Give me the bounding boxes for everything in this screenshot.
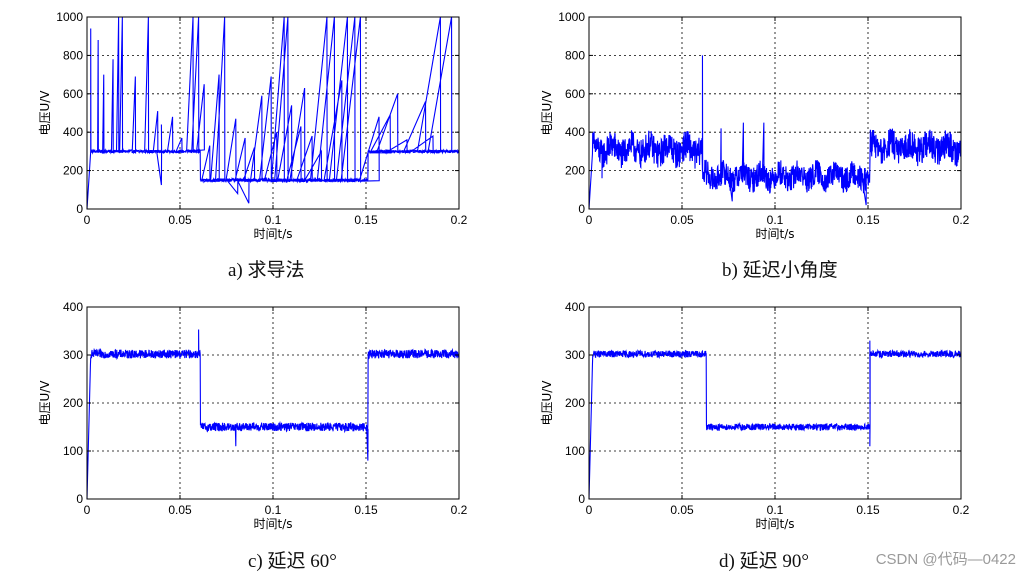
- x-axis-label: 时间t/s: [253, 517, 292, 531]
- y-tick-label: 0: [76, 202, 83, 216]
- chart-svg: 0 0.05 0.1 0.15 0.2 0 100 200 300 400 时间t/s 电压U/V: [38, 300, 468, 531]
- chart-panel-b: 0 0.05 0.1 0.15 0.2 0 200 400 600 800 1000 时间t/s 电压U…: [522, 6, 1002, 256]
- x-tick-label: 0.2: [953, 503, 970, 517]
- x-axis-label: 时间t/s: [755, 517, 794, 531]
- x-tick-label: 0.2: [451, 503, 468, 517]
- x-tick-label: 0.1: [265, 213, 282, 227]
- y-tick-label: 200: [565, 396, 585, 410]
- x-tick-label: 0.05: [168, 213, 192, 227]
- x-tick-label: 0.1: [265, 503, 282, 517]
- y-tick-label: 400: [63, 125, 83, 139]
- y-axis-label: 电压U/V: [540, 90, 554, 136]
- y-tick-label: 400: [63, 300, 83, 314]
- x-tick-label: 0.1: [767, 213, 784, 227]
- x-tick-label: 0.05: [670, 503, 694, 517]
- chart-panel-a: 0 0.05 0.1 0.15 0.2 0 200 400 600 800 1000 时间t/s 电压U…: [20, 6, 500, 256]
- chart-panel-c: 0 0.05 0.1 0.15 0.2 0 100 200 300 400 时间t/s 电压U/V: [20, 296, 500, 546]
- y-tick-label: 0: [578, 492, 585, 506]
- x-tick-label: 0.2: [953, 213, 970, 227]
- y-tick-label: 400: [565, 125, 585, 139]
- caption-b: b) 延迟小角度: [722, 260, 838, 281]
- caption-c: c) 延迟 60°: [248, 551, 337, 572]
- x-tick-label: 0.15: [856, 213, 880, 227]
- y-tick-label: 600: [565, 87, 585, 101]
- y-axis-label: 电压U/V: [38, 90, 52, 136]
- watermark: CSDN @代码—0422: [875, 551, 1016, 568]
- y-axis-label: 电压U/V: [38, 380, 52, 426]
- series-line: [86, 16, 460, 210]
- y-tick-label: 200: [63, 396, 83, 410]
- y-tick-label: 0: [76, 492, 83, 506]
- chart-svg: 0 0.05 0.1 0.15 0.2 0 100 200 300 400 时间t/s 电压U/V: [540, 300, 970, 531]
- x-tick-label: 0.1: [767, 503, 784, 517]
- x-tick-label: 0: [586, 503, 593, 517]
- y-tick-label: 200: [565, 164, 585, 178]
- x-axis-label: 时间t/s: [253, 227, 292, 241]
- y-tick-label: 100: [565, 444, 585, 458]
- y-tick-label: 100: [63, 444, 83, 458]
- y-tick-label: 0: [578, 202, 585, 216]
- x-tick-label: 0: [586, 213, 593, 227]
- x-tick-label: 0.15: [354, 213, 378, 227]
- series-line: [588, 340, 962, 500]
- chart-panel-d: 0 0.05 0.1 0.15 0.2 0 100 200 300 400 时间t/s 电压U/V: [522, 296, 1002, 546]
- y-tick-label: 400: [565, 300, 585, 314]
- x-tick-label: 0.15: [354, 503, 378, 517]
- x-tick-label: 0.2: [451, 213, 468, 227]
- y-tick-label: 300: [63, 348, 83, 362]
- chart-svg: 0 0.05 0.1 0.15 0.2 0 200 400 600 800 1000 时间t/s 电压U…: [540, 10, 970, 241]
- y-tick-label: 300: [565, 348, 585, 362]
- series-line: [86, 329, 460, 500]
- y-tick-label: 800: [63, 48, 83, 62]
- y-axis-label: 电压U/V: [540, 380, 554, 426]
- y-tick-label: 600: [63, 87, 83, 101]
- caption-a: a) 求导法: [228, 260, 305, 281]
- y-tick-label: 800: [565, 48, 585, 62]
- chart-svg: 0 0.05 0.1 0.15 0.2 0 200 400 600 800 1000 时间t/s 电压U…: [38, 10, 468, 241]
- x-tick-label: 0: [84, 503, 91, 517]
- x-axis-label: 时间t/s: [755, 227, 794, 241]
- caption-d: d) 延迟 90°: [719, 551, 809, 572]
- series-line: [588, 55, 962, 210]
- y-tick-label: 1000: [558, 10, 585, 24]
- y-tick-label: 200: [63, 164, 83, 178]
- x-tick-label: 0.15: [856, 503, 880, 517]
- x-tick-label: 0.05: [670, 213, 694, 227]
- x-tick-label: 0: [84, 213, 91, 227]
- x-tick-label: 0.05: [168, 503, 192, 517]
- y-tick-label: 1000: [56, 10, 83, 24]
